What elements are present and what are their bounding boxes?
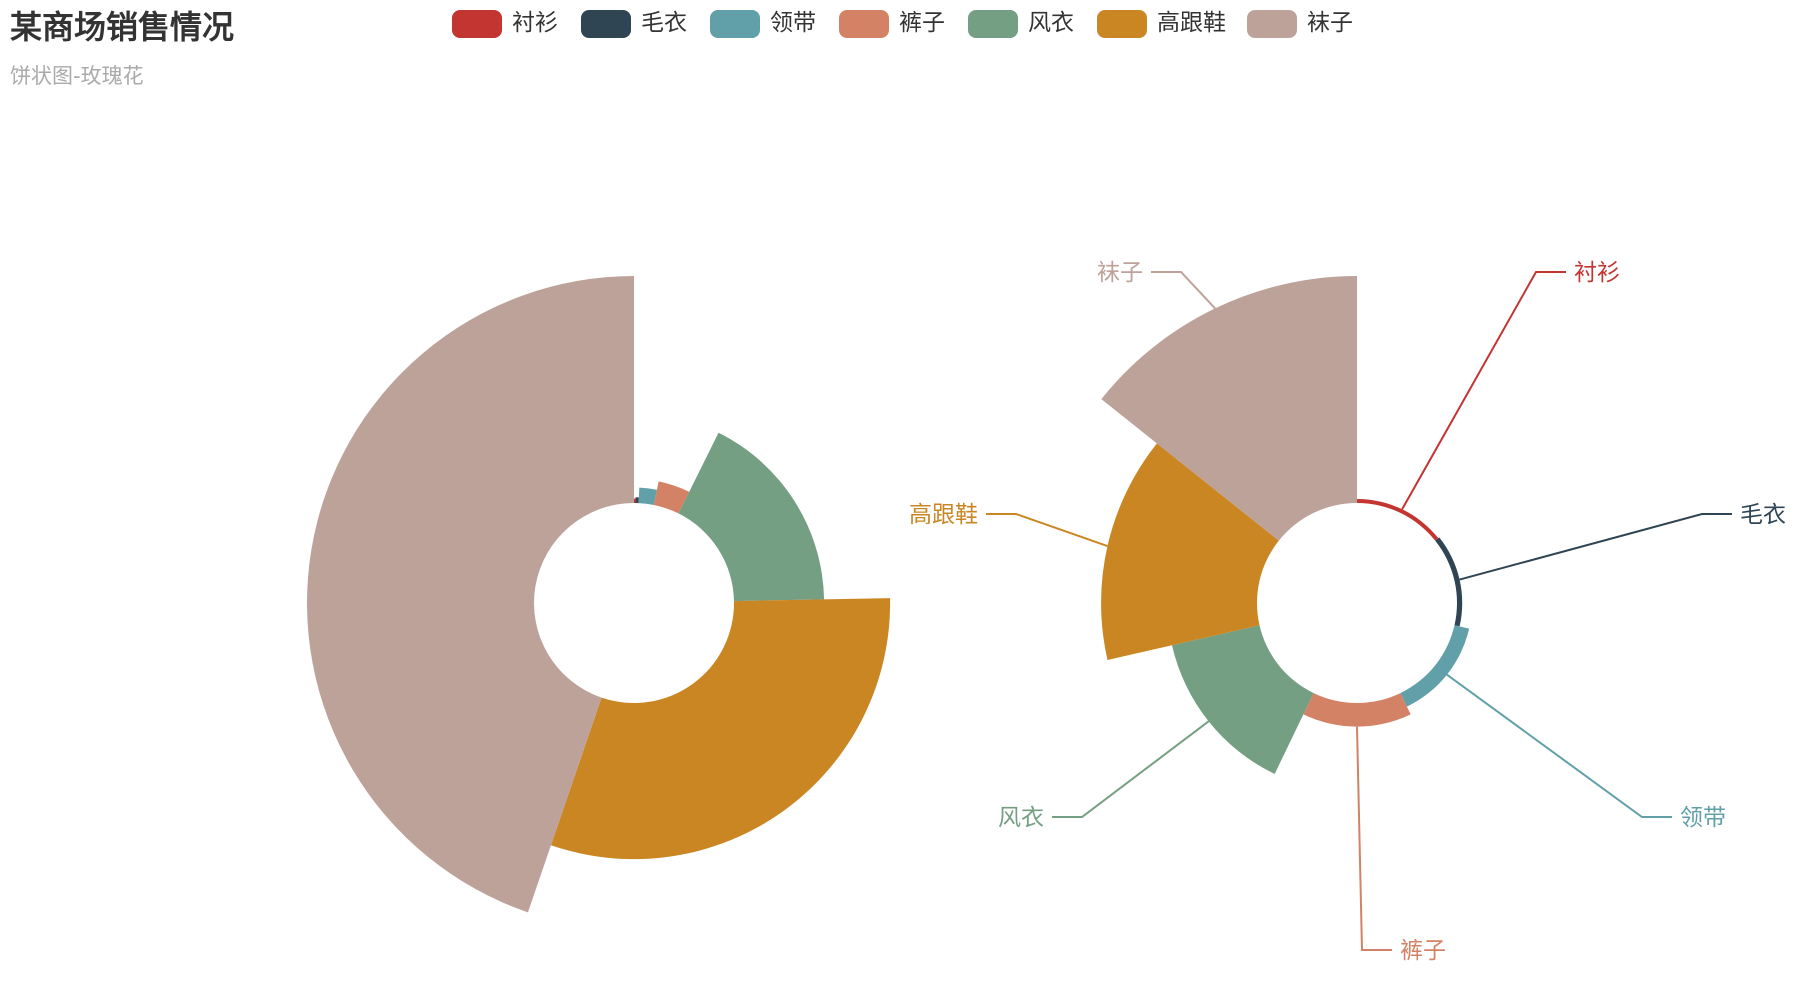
- slice-label: 衬衫: [1574, 260, 1620, 286]
- legend-label: 风衣: [1028, 10, 1074, 36]
- legend-label: 裤子: [899, 10, 945, 36]
- rose-slice-领带[interactable]: [1400, 625, 1470, 707]
- rose-slice-衬衫[interactable]: [634, 498, 636, 504]
- rose-slice-领带[interactable]: [638, 487, 657, 505]
- label-leader-line: [1401, 271, 1566, 510]
- legend-item[interactable]: 衬衫: [452, 10, 558, 38]
- rose-slice-高跟鞋[interactable]: [550, 598, 891, 860]
- legend-item[interactable]: 袜子: [1247, 10, 1353, 38]
- rose-slice-风衣[interactable]: [678, 432, 825, 602]
- label-leader-line: [986, 513, 1108, 547]
- legend-swatch: [710, 10, 760, 38]
- legend-item[interactable]: 领带: [710, 10, 816, 38]
- legend-item[interactable]: 裤子: [839, 10, 945, 38]
- slice-label: 领带: [1680, 805, 1726, 831]
- label-leader-line: [1459, 513, 1732, 581]
- legend-label: 高跟鞋: [1157, 10, 1226, 36]
- legend-swatch: [1097, 10, 1147, 38]
- slice-label: 毛衣: [1740, 502, 1786, 528]
- legend-item[interactable]: 风衣: [968, 10, 1074, 38]
- slice-label: 袜子: [1097, 260, 1143, 286]
- rose-slice-袜子[interactable]: [1101, 276, 1357, 541]
- label-leader-line: [1151, 271, 1216, 310]
- rose-slice-裤子[interactable]: [653, 481, 690, 514]
- rose-slice-衬衫[interactable]: [1357, 499, 1439, 541]
- legend-swatch: [452, 10, 502, 38]
- rose-slice-裤子[interactable]: [1303, 693, 1411, 727]
- slice-label: 高跟鞋: [909, 502, 978, 528]
- legend-item[interactable]: 毛衣: [581, 10, 687, 38]
- label-leader-line: [1356, 726, 1392, 951]
- rose-slice-毛衣[interactable]: [1435, 537, 1463, 627]
- legend: 衬衫 毛衣 领带 裤子 风衣 高跟鞋 袜子: [452, 10, 1353, 38]
- rose-slice-高跟鞋[interactable]: [1101, 443, 1279, 660]
- slice-label: 风衣: [998, 805, 1044, 831]
- label-leader-line: [1446, 673, 1672, 818]
- rose-slice-风衣[interactable]: [1171, 625, 1314, 774]
- legend-label: 衬衫: [512, 10, 558, 36]
- label-leader-line: [1052, 720, 1210, 818]
- chart-title: 某商场销售情况: [10, 8, 235, 46]
- legend-swatch: [839, 10, 889, 38]
- legend-item[interactable]: 高跟鞋: [1097, 10, 1226, 38]
- legend-swatch: [968, 10, 1018, 38]
- rose-slice-袜子[interactable]: [306, 276, 634, 913]
- slice-label: 裤子: [1400, 938, 1446, 964]
- legend-label: 毛衣: [641, 10, 687, 36]
- legend-swatch: [1247, 10, 1297, 38]
- rose-slice-毛衣[interactable]: [635, 497, 639, 504]
- legend-label: 领带: [770, 10, 816, 36]
- legend-swatch: [581, 10, 631, 38]
- rose-chart-radius: [306, 276, 891, 913]
- legend-label: 袜子: [1307, 10, 1353, 36]
- chart-subtitle: 饼状图-玫瑰花: [10, 64, 144, 88]
